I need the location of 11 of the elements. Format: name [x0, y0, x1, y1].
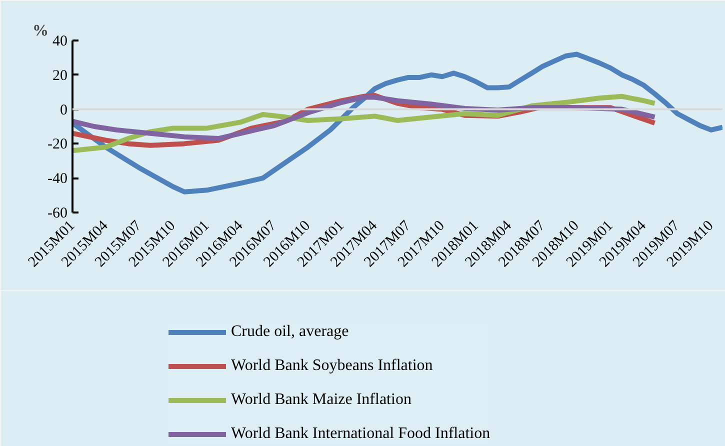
legend-label: World Bank Maize Inflation	[231, 390, 412, 410]
y-tick-label: 40	[52, 34, 68, 50]
legend-label: World Bank International Food Inflation	[231, 424, 490, 444]
y-tick-label: -60	[48, 206, 68, 222]
legend-label: Crude oil, average	[231, 322, 349, 342]
y-tick-label: 0	[60, 102, 68, 118]
y-tick-label: 20	[52, 68, 68, 84]
y-tick-label: -40	[48, 171, 68, 188]
legend-label: World Bank Soybeans Inflation	[231, 356, 433, 376]
y-tick-label: -20	[48, 136, 68, 153]
y-axis-title: %	[32, 22, 48, 40]
